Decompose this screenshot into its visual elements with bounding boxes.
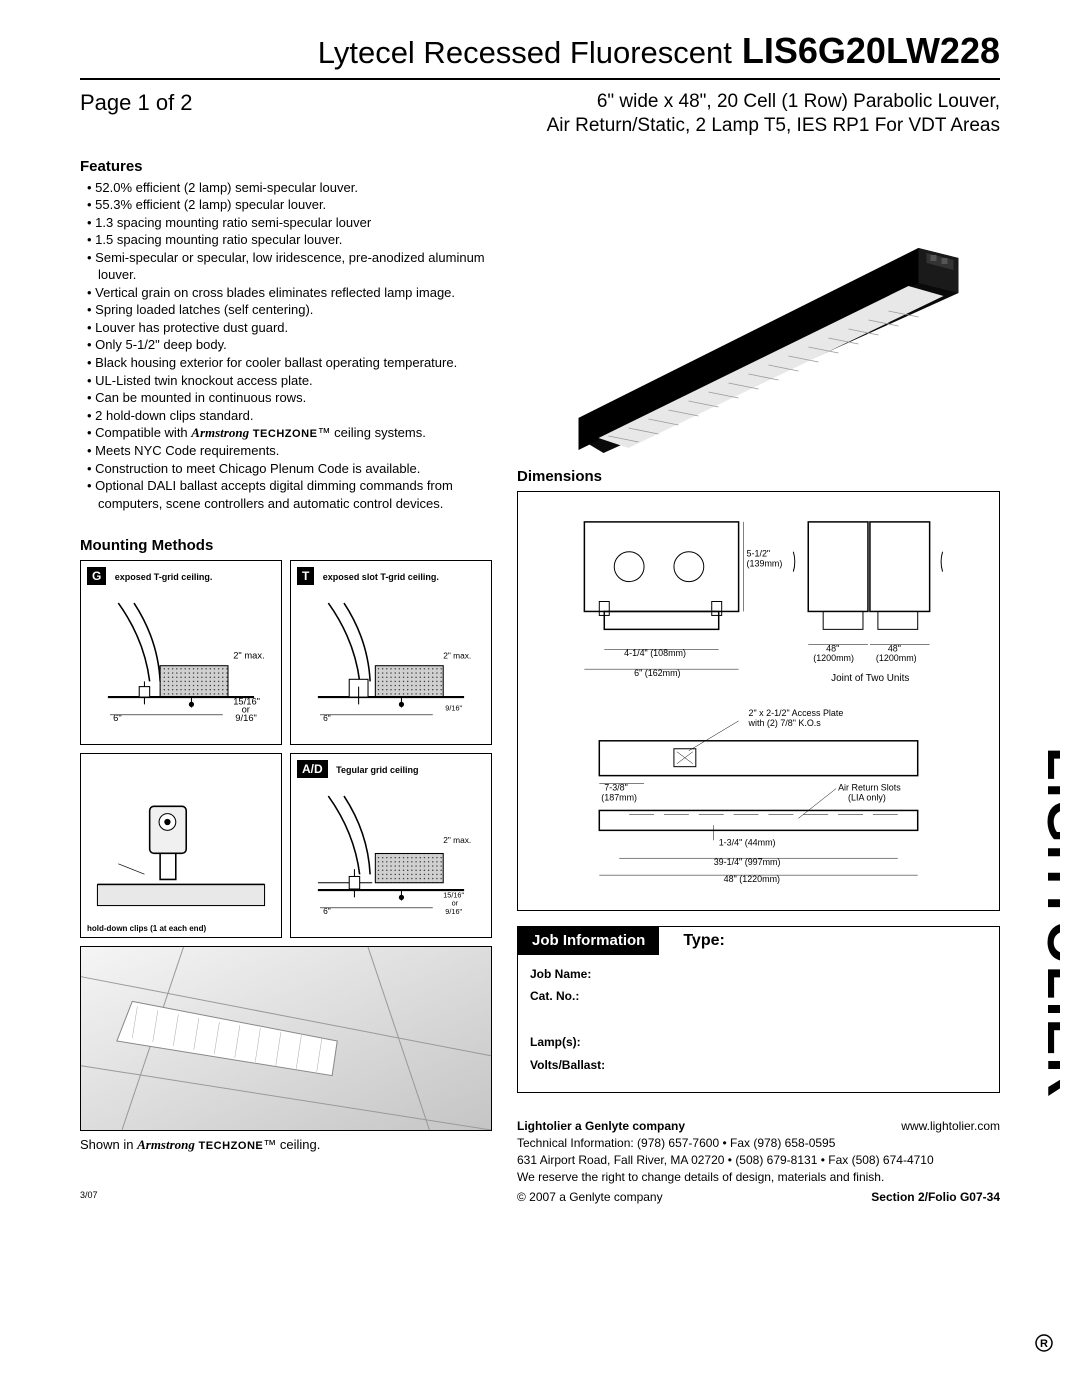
svg-text:7-3/8": 7-3/8" [604,782,628,792]
svg-text:(LIA only): (LIA only) [848,792,886,802]
feature-item: 1.3 spacing mounting ratio semi-specular… [80,214,492,232]
feature-item: Can be mounted in continuous rows. [80,389,492,407]
render-caption: Shown in Armstrong TECHZONE™ ceiling. [80,1137,492,1153]
feature-item: Semi-specular or specular, low iridescen… [80,249,492,284]
svg-text:(187mm): (187mm) [601,792,637,802]
feature-item: Spring loaded latches (self centering). [80,301,492,319]
feature-item: Black housing exterior for cooler ballas… [80,354,492,372]
feature-item: Vertical grain on cross blades eliminate… [80,284,492,302]
svg-text:9/16": 9/16" [445,907,462,916]
svg-text:2" max.: 2" max. [443,835,471,845]
svg-text:(1200mm): (1200mm) [813,653,854,663]
job-fields: Job Name:Cat. No.: Lamp(s):Volts/Ballast… [518,955,999,1093]
svg-text:48" (1220mm): 48" (1220mm) [724,874,780,884]
job-field: Cat. No.: [530,985,987,1008]
mount-label-g: G [87,567,106,585]
mount-cell-ad: A/D Tegular grid ceiling [290,753,492,938]
feature-item: Only 5-1/2" deep body. [80,336,492,354]
svg-text:48": 48" [888,643,901,653]
job-field: Lamp(s): [530,1031,987,1054]
svg-text:LIGHTOLIER: LIGHTOLIER [1036,747,1060,1099]
product-image [517,158,1000,458]
svg-text:2" max.: 2" max. [233,650,264,661]
feature-item: Construction to meet Chicago Plenum Code… [80,460,492,478]
mount-cell-t: T exposed slot T-grid ceiling. [290,560,492,745]
product-code: LIS6G20LW228 [742,30,1000,72]
mount-cell-clips: hold-down clips (1 at each end) [80,753,282,938]
job-info-box: Job Information Type: Job Name:Cat. No.:… [517,926,1000,1094]
ceiling-rendering [80,946,492,1131]
svg-text:39-1/4" (997mm): 39-1/4" (997mm) [714,857,781,867]
svg-text:1-3/4" (44mm): 1-3/4" (44mm) [719,837,776,847]
svg-text:6": 6" [113,712,122,723]
svg-text:R: R [1040,1338,1048,1350]
feature-item: 52.0% efficient (2 lamp) semi-specular l… [80,179,492,197]
svg-text:9/16": 9/16" [235,712,257,723]
features-title: Features [80,158,492,175]
subheader: Page 1 of 2 6" wide x 48", 20 Cell (1 Ro… [80,90,1000,138]
job-field [530,1008,987,1031]
job-type-label: Type: [659,927,748,955]
svg-text:6" (162mm): 6" (162mm) [634,668,680,678]
dimensions-title: Dimensions [517,468,1000,485]
svg-text:9/16": 9/16" [445,704,462,713]
feature-item: 1.5 spacing mounting ratio specular louv… [80,231,492,249]
clips-note: hold-down clips (1 at each end) [87,924,206,933]
feature-item: Optional DALI ballast accepts digital di… [80,477,492,512]
date-stamp: 3/07 [80,1190,98,1200]
features-section: Features 52.0% efficient (2 lamp) semi-s… [80,158,492,513]
feature-item: Compatible with Armstrong TECHZONE™ ceil… [80,424,492,442]
svg-text:Joint of Two Units: Joint of Two Units [831,673,909,684]
mounting-section: Mounting Methods G exposed T-grid ceilin… [80,537,492,1153]
page-number: Page 1 of 2 [80,90,193,138]
dimensions-section: Dimensions 5-1/2" (139mm) 4-1/4" (108mm) [517,468,1000,911]
section-folio: Section 2/Folio G07-34 [871,1189,1000,1206]
header: Lytecel Recessed Fluorescent LIS6G20LW22… [80,30,1000,80]
svg-text:with (2) 7/8" K.O.s: with (2) 7/8" K.O.s [748,717,822,727]
feature-item: 2 hold-down clips standard. [80,407,492,425]
svg-text:Air Return Slots: Air Return Slots [838,782,901,792]
job-field: Job Name: [530,963,987,986]
mount-label-ad: A/D [297,760,328,778]
job-info-title: Job Information [518,927,659,955]
svg-text:2" max.: 2" max. [443,651,471,661]
feature-item: 55.3% efficient (2 lamp) specular louver… [80,196,492,214]
mount-cell-g: G exposed T-grid ceiling. [80,560,282,745]
feature-item: UL-Listed twin knockout access plate. [80,372,492,390]
mount-label-t: T [297,567,314,585]
mounting-title: Mounting Methods [80,537,492,554]
svg-text:(1200mm): (1200mm) [876,653,917,663]
svg-text:2" x 2-1/2" Access Plate: 2" x 2-1/2" Access Plate [749,707,844,717]
feature-item: Louver has protective dust guard. [80,319,492,337]
product-title: Lytecel Recessed Fluorescent [318,35,732,71]
svg-text:4-1/4" (108mm): 4-1/4" (108mm) [624,648,686,658]
brand-logo: LIGHTOLIER R [1010,737,1060,1357]
feature-item: Meets NYC Code requirements. [80,442,492,460]
svg-text:(139mm): (139mm) [747,558,783,568]
product-subtitle: 6" wide x 48", 20 Cell (1 Row) Parabolic… [547,90,1000,138]
svg-text:48": 48" [826,643,839,653]
svg-text:5-1/2": 5-1/2" [747,548,771,558]
features-list: 52.0% efficient (2 lamp) semi-specular l… [80,179,492,513]
job-field: Volts/Ballast: [530,1054,987,1077]
footer-info: Lightolier a Genlyte company www.lightol… [517,1118,1000,1205]
